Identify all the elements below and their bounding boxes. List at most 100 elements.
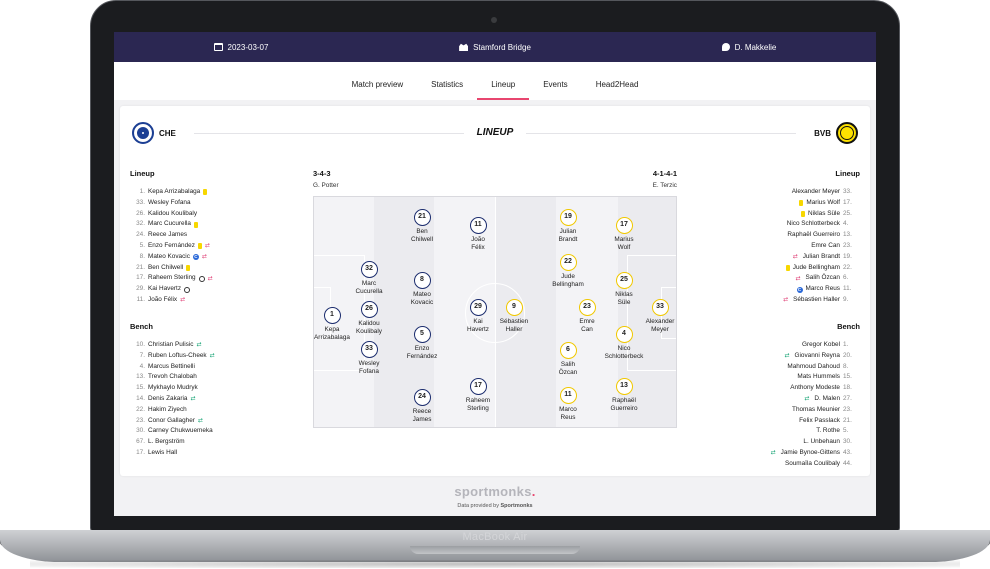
chelsea-crest-icon bbox=[132, 122, 154, 144]
player-number: 8. bbox=[843, 362, 849, 370]
pitch-player[interactable]: 8 Mateo Kovacic bbox=[397, 272, 447, 307]
tab-events[interactable]: Events bbox=[543, 80, 568, 89]
player-name: L. Unbehaun bbox=[803, 438, 840, 446]
player-row[interactable]: 30. Carney Chukwuemeka bbox=[134, 426, 217, 437]
player-row[interactable]: 14. Denis Zakaria ⇄ bbox=[134, 394, 217, 405]
pitch-player[interactable]: 33 Wesley Fofana bbox=[344, 341, 394, 376]
pitch-player[interactable]: 24 Reece James bbox=[397, 389, 447, 424]
title-divider-right bbox=[526, 133, 796, 134]
player-name: Lewis Hall bbox=[148, 448, 178, 456]
pitch-player[interactable]: 11 Marco Reus bbox=[543, 387, 593, 422]
player-name: D. Malen bbox=[814, 394, 840, 402]
pitch-player[interactable]: 17 Raheem Sterling bbox=[453, 378, 503, 413]
pitch-player[interactable]: 29 Kai Havertz bbox=[453, 299, 503, 334]
player-row[interactable]: 11. João Félix ⇄ bbox=[134, 295, 215, 306]
player-row[interactable]: 21. Ben Chilwell bbox=[134, 263, 215, 274]
player-name: Raheem Sterling bbox=[148, 274, 196, 282]
pitch-player[interactable]: 5 Enzo Fernández bbox=[397, 326, 447, 361]
player-row[interactable]: 15. Mykhaylo Mudryk bbox=[134, 383, 217, 394]
player-row[interactable]: ⇄ Salih Özcan 6. bbox=[783, 273, 854, 284]
player-row[interactable]: Emre Can 23. bbox=[783, 241, 854, 252]
player-row[interactable]: Soumaïla Coulibaly 44. bbox=[771, 459, 854, 470]
tab-lineup[interactable]: Lineup bbox=[477, 80, 530, 100]
player-row[interactable]: Anthony Modeste 18. bbox=[771, 383, 854, 394]
pitch: 1 Kepa Arrizabalaga 32 Marc Cucurella 26 Kalido… bbox=[313, 196, 677, 428]
player-row[interactable]: Thomas Meunier 23. bbox=[771, 405, 854, 416]
player-row[interactable]: 23. Conor Gallagher ⇄ bbox=[134, 416, 217, 427]
home-team-abbr: CHE bbox=[159, 128, 176, 138]
player-row[interactable]: Mahmoud Dahoud 8. bbox=[771, 362, 854, 373]
player-number: 18. bbox=[843, 384, 852, 392]
match-referee-text: D. Makkelie bbox=[734, 42, 777, 52]
player-row[interactable]: ⇄ Sébastien Haller 9. bbox=[783, 295, 854, 306]
player-row[interactable]: 26. Kalidou Koulibaly bbox=[134, 209, 215, 220]
player-number: 44. bbox=[843, 459, 852, 467]
player-row[interactable]: L. Unbehaun 30. bbox=[771, 437, 854, 448]
player-row[interactable]: Nico Schlotterbeck 4. bbox=[783, 219, 854, 230]
player-row[interactable]: Jude Bellingham 22. bbox=[783, 263, 854, 274]
player-row[interactable]: Gregor Kobel 1. bbox=[771, 340, 854, 351]
player-row[interactable]: 8. Mateo Kovacic C ⇄ bbox=[134, 252, 215, 263]
player-row[interactable]: 7. Ruben Loftus-Cheek ⇄ bbox=[134, 351, 217, 362]
pitch-player-name: Marius Wolf bbox=[614, 236, 634, 251]
tab-head2head[interactable]: Head2Head bbox=[595, 80, 639, 89]
player-name: Soumaïla Coulibaly bbox=[784, 459, 840, 467]
player-row[interactable]: Raphaël Guerreiro 13. bbox=[783, 230, 854, 241]
pitch-player[interactable]: 4 Nico Schlotterbeck bbox=[599, 326, 649, 361]
player-row[interactable]: 22. Hakim Ziyech bbox=[134, 405, 217, 416]
pitch-player[interactable]: 9 Sébastien Haller bbox=[489, 299, 539, 334]
player-row[interactable]: ⇄ Giovanni Reyna 20. bbox=[771, 351, 854, 362]
pitch-player[interactable]: 6 Salih Özcan bbox=[543, 342, 593, 377]
player-row[interactable]: 4. Marcus Bettinelli bbox=[134, 362, 217, 373]
pitch-player[interactable]: 25 Niklas Süle bbox=[599, 272, 649, 307]
player-name: Marc Cucurella bbox=[148, 220, 191, 228]
player-name: Giovanni Reyna bbox=[794, 351, 840, 359]
player-row[interactable]: C Marco Reus 11. bbox=[783, 284, 854, 295]
player-row[interactable]: Mats Hummels 15. bbox=[771, 372, 854, 383]
title-divider-left bbox=[194, 133, 464, 134]
player-number: 67. bbox=[136, 438, 145, 446]
player-row[interactable]: ⇄ Jamie Bynoe-Gittens 43. bbox=[771, 448, 854, 459]
pitch-player[interactable]: 22 Jude Bellingham bbox=[543, 254, 593, 289]
player-row[interactable]: 24. Reece James bbox=[134, 230, 215, 241]
pitch-player[interactable]: 33 Alexander Meyer bbox=[635, 299, 676, 334]
player-row[interactable]: T. Rothe 5. bbox=[771, 426, 854, 437]
yellow-card-icon bbox=[801, 210, 806, 217]
player-row[interactable]: 17. Lewis Hall bbox=[134, 448, 217, 459]
shirt-number-circle: 23 bbox=[578, 299, 596, 316]
pitch-player[interactable]: 19 Julian Brandt bbox=[543, 209, 593, 244]
shirt-number-circle: 29 bbox=[469, 299, 487, 316]
away-bench-title: Bench bbox=[837, 322, 860, 331]
player-number: 4. bbox=[843, 220, 849, 228]
player-row[interactable]: 1. Kepa Arrizabalaga bbox=[134, 187, 215, 198]
shirt-number-circle: 33 bbox=[360, 341, 378, 358]
player-number: 29. bbox=[136, 285, 145, 293]
player-row[interactable]: Felix Passlack 21. bbox=[771, 416, 854, 427]
player-name: Felix Passlack bbox=[799, 416, 840, 424]
player-row[interactable]: ⇄ Julian Brandt 19. bbox=[783, 252, 854, 263]
player-row[interactable]: 17. Raheem Sterling ⇄ bbox=[134, 273, 215, 284]
player-row[interactable]: Alexander Meyer 33. bbox=[783, 187, 854, 198]
pitch-player[interactable]: 32 Marc Cucurella bbox=[344, 261, 394, 296]
pitch-player[interactable]: 21 Ben Chilwell bbox=[397, 209, 447, 244]
pitch-player[interactable]: 17 Marius Wolf bbox=[599, 217, 649, 252]
pitch-player[interactable]: 26 Kalidou Koulibaly bbox=[344, 301, 394, 336]
player-row[interactable]: 29. Kai Havertz bbox=[134, 284, 215, 295]
tab-statistics[interactable]: Statistics bbox=[431, 80, 464, 89]
player-row[interactable]: ⇄ D. Malen 27. bbox=[771, 394, 854, 405]
player-row[interactable]: 13. Trevoh Chalobah bbox=[134, 372, 217, 383]
player-number: 33. bbox=[843, 188, 852, 195]
pitch-player[interactable]: 11 João Félix bbox=[453, 217, 503, 252]
pitch-player[interactable]: 13 Raphaël Guerreiro bbox=[599, 378, 649, 413]
player-row[interactable]: Marius Wolf 17. bbox=[783, 198, 854, 209]
pitch-player[interactable]: 1 Kepa Arrizabalaga bbox=[314, 307, 357, 342]
tab-match-preview[interactable]: Match preview bbox=[351, 80, 404, 89]
player-row[interactable]: 10. Christian Pulisic ⇄ bbox=[134, 340, 217, 351]
player-row[interactable]: 32. Marc Cucurella bbox=[134, 219, 215, 230]
footer-credit-brand: Sportmonks bbox=[500, 503, 533, 509]
player-row[interactable]: 67. L. Bergström bbox=[134, 437, 217, 448]
pitch-player[interactable]: 23 Emre Can bbox=[562, 299, 612, 334]
player-row[interactable]: 5. Enzo Fernández ⇄ bbox=[134, 241, 215, 252]
player-row[interactable]: 33. Wesley Fofana bbox=[134, 198, 215, 209]
player-row[interactable]: Niklas Süle 25. bbox=[783, 209, 854, 220]
